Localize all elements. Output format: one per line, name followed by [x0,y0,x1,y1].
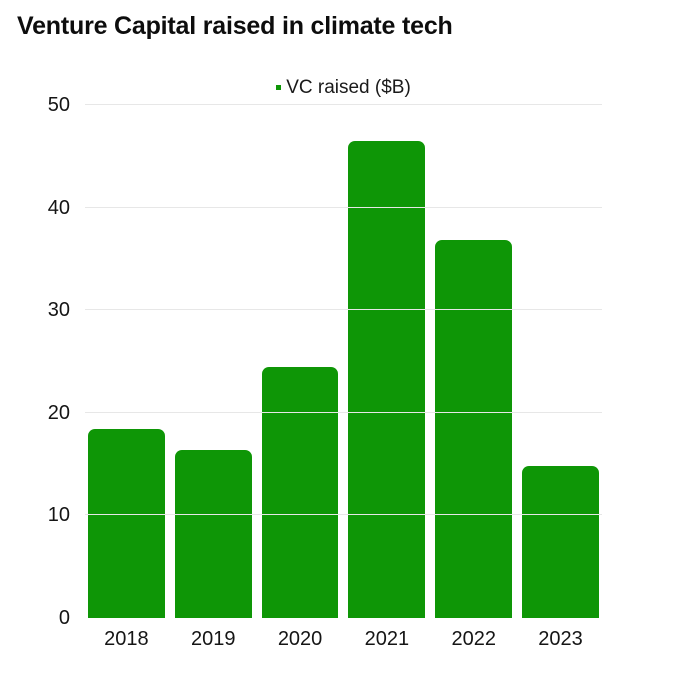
bar-2023 [522,466,599,618]
y-tick-label-20: 20 [47,401,70,424]
y-tick-label-0: 0 [58,607,70,629]
y-tick-label-10: 10 [47,504,70,527]
y-axis-labels: 0 10 20 30 40 50 [0,95,70,628]
bars-row [85,105,602,618]
x-tick-label-2021: 2021 [364,628,410,650]
y-tick-label-30: 30 [47,299,70,322]
gridline-30 [85,309,602,311]
bar-2022 [435,240,513,618]
bar-2021 [348,140,426,618]
legend-marker-icon [276,85,282,90]
bar-2018 [88,429,165,618]
gridline-20 [85,411,602,413]
gridline-40 [85,206,602,208]
y-tick-label-40: 40 [47,196,70,219]
x-tick-label-2023: 2023 [538,628,583,650]
bar-2020 [261,366,339,618]
legend: VC raised ($B) [85,74,602,99]
x-tick-label-2019: 2019 [190,628,236,650]
bar-2019 [174,449,252,618]
legend-label: VC raised ($B) [286,76,411,98]
x-axis-labels: 2018 2019 2020 2021 2022 2023 [85,628,602,651]
legend-entry: VC raised ($B) [276,77,411,99]
y-tick-label-50: 50 [47,94,70,116]
gridline-50 [85,104,602,105]
plot-area [85,104,602,618]
x-tick-label-2018: 2018 [104,628,149,650]
chart-title: Venture Capital raised in climate tech [17,12,453,40]
gridline-10 [85,514,602,516]
x-tick-label-2022: 2022 [451,628,496,650]
x-tick-label-2020: 2020 [277,628,323,650]
